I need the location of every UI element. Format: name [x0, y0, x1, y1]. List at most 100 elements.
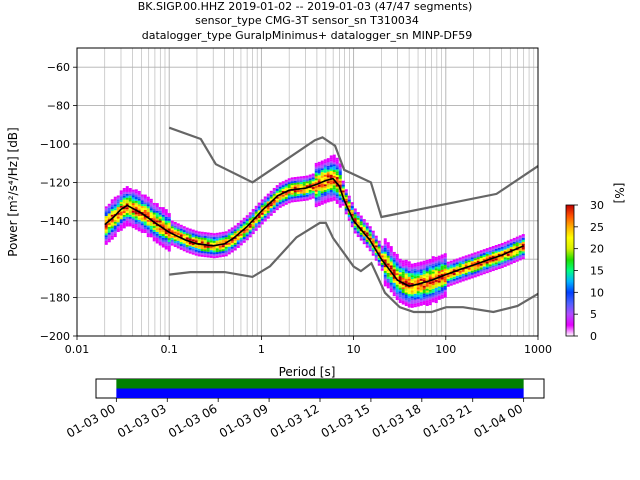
ppsd-cell: [128, 218, 132, 221]
ppsd-cell: [134, 220, 138, 223]
ppsd-cell: [347, 201, 351, 204]
ppsd-cell: [188, 234, 192, 237]
ppsd-cell: [314, 172, 318, 175]
ppsd-cell: [467, 275, 471, 278]
ppsd-cell: [146, 229, 150, 232]
ppsd-cell: [413, 274, 417, 277]
ppsd-cell: [371, 247, 375, 250]
ppsd-cell: [365, 232, 369, 235]
ppsd-cell: [194, 244, 198, 247]
ppsd-cell: [251, 228, 255, 231]
ppsd-cell: [311, 190, 315, 193]
ppsd-cell: [308, 195, 312, 198]
ppsd-cell: [344, 210, 348, 213]
ppsd-cell: [437, 280, 441, 283]
ppsd-cell: [146, 219, 150, 222]
ppsd-cell: [281, 202, 285, 205]
ppsd-cell: [296, 192, 300, 195]
ppsd-cell: [419, 278, 423, 281]
ppsd-cell: [233, 227, 237, 230]
ppsd-cell: [428, 291, 432, 294]
ppsd-cell: [383, 270, 387, 273]
ppsd-cell: [122, 205, 126, 208]
ppsd-cell: [332, 196, 336, 199]
ppsd-cell: [431, 277, 435, 280]
ppsd-cell: [509, 241, 513, 244]
ppsd-cell: [398, 276, 402, 279]
ppsd-cell: [455, 264, 459, 267]
ppsd-cell: [164, 211, 168, 214]
ppsd-cell: [104, 239, 108, 241]
ppsd-cell: [389, 261, 393, 264]
ppsd-cell: [113, 227, 117, 230]
ppsd-cell: [167, 243, 171, 246]
ppsd-cell: [326, 158, 330, 161]
ppsd-cell: [275, 192, 279, 195]
ppsd-cell: [242, 236, 246, 239]
ppsd-cell: [281, 183, 285, 186]
ppsd-cell: [482, 270, 486, 273]
ppsd-cell: [434, 270, 438, 273]
ppsd-cell: [404, 275, 408, 278]
ppsd-cell: [491, 246, 495, 249]
ppsd-cell: [323, 178, 327, 181]
ppsd-cell: [509, 246, 513, 249]
ppsd-cell: [131, 189, 135, 192]
ppsd-cell: [395, 284, 399, 287]
ppsd-cell: [506, 244, 510, 247]
ppsd-cell: [386, 247, 390, 250]
ppsd-cell: [125, 207, 129, 210]
ppsd-cell: [275, 196, 279, 199]
ppsd-cell: [278, 196, 282, 199]
ppsd-cell: [467, 269, 471, 272]
ppsd-cell: [500, 252, 504, 255]
ppsd-cell: [128, 195, 132, 198]
ppsd-cell: [443, 268, 447, 271]
ppsd-cell: [104, 219, 108, 222]
ppsd-cell: [182, 249, 186, 252]
ppsd-cell: [137, 225, 141, 228]
ppsd-cell: [110, 220, 114, 223]
ppsd-cell: [173, 241, 177, 244]
ppsd-cell: [275, 185, 279, 188]
ppsd-cell: [311, 196, 315, 199]
ppsd-cell: [518, 241, 522, 244]
ppsd-cell: [254, 226, 258, 229]
ppsd-cell: [206, 245, 210, 248]
ppsd-cell: [401, 273, 405, 276]
ppsd-cell: [116, 199, 120, 202]
ppsd-cell: [203, 235, 207, 238]
colorbar-label: [%]: [612, 183, 626, 204]
ppsd-cell: [257, 216, 261, 219]
ppsd-cell: [110, 228, 114, 231]
ppsd-cell: [374, 239, 378, 242]
ppsd-cell: [122, 224, 126, 227]
ppsd-cell: [329, 174, 333, 177]
ppsd-cell: [404, 286, 408, 289]
ppsd-cell: [323, 188, 327, 191]
ppsd-cell: [332, 181, 336, 184]
ppsd-cell: [425, 284, 429, 287]
ppsd-cell: [245, 236, 249, 239]
ppsd-cell: [440, 262, 444, 265]
ppsd-cell: [320, 177, 324, 180]
ppsd-cell: [110, 210, 114, 213]
ppsd-cell: [164, 241, 168, 244]
ppsd-cell: [512, 245, 516, 248]
ppsd-cell: [299, 185, 303, 188]
ppsd-cell: [251, 226, 255, 229]
ppsd-cell: [269, 190, 273, 193]
ppsd-cell: [323, 170, 327, 173]
ppsd-cell: [119, 190, 123, 193]
ppsd-cell: [314, 197, 318, 200]
ppsd-cell: [251, 214, 255, 217]
ppsd-cell: [440, 277, 444, 280]
ppsd-cell: [122, 222, 126, 225]
ppsd-cell: [161, 226, 165, 229]
ppsd-cell: [167, 220, 171, 223]
ppsd-cell: [266, 208, 270, 211]
ppsd-cell: [164, 214, 168, 217]
ppsd-cell: [209, 248, 213, 251]
ppsd-cell: [194, 230, 198, 233]
ppsd-cell: [287, 191, 291, 194]
